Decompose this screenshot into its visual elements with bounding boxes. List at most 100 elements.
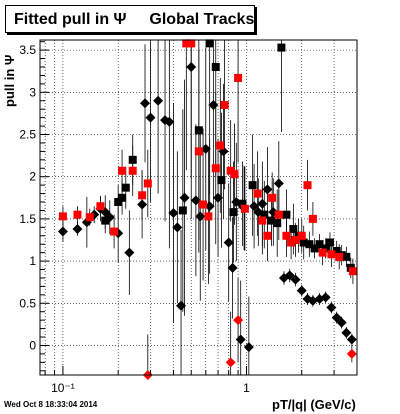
red-square-marker [240, 204, 249, 213]
black-diamond-marker [200, 143, 211, 154]
y-tick-label: 3.5 [19, 43, 36, 57]
y-tick-label: 0.5 [19, 296, 36, 310]
red-square-marker [287, 238, 296, 247]
black-square-marker [211, 63, 220, 72]
red-square-marker [291, 235, 300, 244]
black-square-marker [194, 126, 203, 135]
title-suffix: Global Tracks [149, 11, 255, 28]
x-axis-label: pT/|q| (GeV/c) [272, 397, 356, 412]
red-square-marker [303, 181, 312, 190]
y-tick-label: 0 [29, 338, 36, 352]
x-tick-label: 10⁻¹ [51, 381, 75, 395]
black-square-marker [321, 244, 330, 253]
red-square-marker [297, 231, 306, 240]
red-square-marker [268, 193, 277, 202]
black-square-marker [128, 155, 137, 164]
black-square-marker [118, 193, 127, 202]
black-diamond-marker [176, 300, 187, 311]
black-diamond-marker [336, 317, 347, 328]
y-tick-label: 1 [29, 254, 36, 268]
black-diamond-marker [140, 98, 151, 109]
black-diamond-marker [284, 270, 295, 281]
red-square-marker [348, 267, 357, 276]
red-square-marker [128, 166, 137, 175]
chart-title: Fitted pull in Ψ Global Tracks [5, 5, 255, 33]
black-diamond-marker [145, 112, 156, 123]
red-square-marker [211, 164, 220, 173]
y-tick-label: 3 [29, 85, 36, 99]
red-square-marker [73, 210, 82, 219]
red-diamond-marker [233, 315, 244, 326]
black-square-marker [277, 43, 286, 52]
red-square-marker [230, 170, 239, 179]
red-square-marker [58, 212, 67, 221]
black-square-marker [282, 210, 291, 219]
black-diamond-marker [273, 178, 284, 189]
black-diamond-marker [57, 226, 68, 237]
red-square-marker [282, 231, 291, 240]
black-diamond-marker [137, 199, 148, 210]
black-diamond-marker [296, 285, 307, 296]
black-square-marker [310, 244, 319, 253]
black-diamond-marker [153, 95, 164, 106]
black-diamond-marker [190, 195, 201, 206]
axis-ticks: 10⁻¹ 1 0 0.5 1 1.5 2 2.5 3 3.5 [19, 41, 358, 395]
black-diamond-marker [124, 247, 135, 258]
black-diamond-marker [195, 211, 206, 222]
y-tick-label: 2 [29, 170, 36, 184]
red-square-marker [199, 200, 208, 209]
black-diamond-marker [290, 274, 301, 285]
black-diamond-marker [341, 327, 352, 338]
red-square-marker [234, 73, 243, 82]
x-tick-label: 1 [243, 381, 250, 395]
black-square-marker [121, 183, 130, 192]
black-diamond-marker [235, 334, 246, 345]
red-square-marker [335, 252, 344, 261]
red-square-marker [143, 179, 152, 188]
black-diamond-marker [179, 192, 190, 203]
black-square-marker [238, 199, 247, 208]
red-square-marker [138, 191, 147, 200]
black-diamond-marker [213, 192, 224, 203]
red-square-marker [308, 214, 317, 223]
red-square-marker [220, 100, 229, 109]
black-diamond-marker [346, 334, 357, 345]
black-diamond-marker [243, 342, 254, 353]
black-square-marker [260, 210, 269, 219]
black-diamond-marker [172, 222, 183, 233]
title-text: Fitted pull in [14, 11, 110, 28]
black-square-marker [229, 208, 238, 217]
black-diamond-marker [320, 292, 331, 303]
black-square-marker [178, 206, 187, 215]
black-square-marker [325, 238, 334, 247]
black-diamond-marker [204, 201, 215, 212]
red-diamond-marker [346, 348, 357, 359]
red-square-marker [204, 212, 213, 221]
black-square-marker [305, 240, 314, 249]
black-diamond-marker [262, 184, 273, 195]
red-square-marker [253, 189, 262, 198]
red-square-marker [318, 248, 327, 257]
black-diamond-marker [208, 99, 219, 110]
black-diamond-marker [326, 302, 337, 313]
black-diamond-marker [227, 262, 238, 273]
title-symbol: Ψ [113, 11, 127, 28]
red-square-marker [187, 39, 196, 48]
black-diamond-marker [168, 207, 179, 218]
black-square-marker [217, 176, 226, 185]
black-square-marker [299, 238, 308, 247]
black-square-marker [267, 216, 276, 225]
black-square-marker [101, 216, 110, 225]
black-diamond-marker [257, 198, 268, 209]
red-square-marker [258, 216, 267, 225]
black-square-marker [114, 198, 123, 207]
data-markers [57, 39, 357, 380]
red-diamond-marker [225, 357, 236, 368]
black-square-marker [273, 219, 282, 228]
black-diamond-marker [331, 312, 342, 323]
black-square-marker [315, 240, 324, 249]
red-square-marker [194, 147, 203, 156]
plot-frame [39, 39, 358, 376]
red-square-marker [118, 166, 127, 175]
